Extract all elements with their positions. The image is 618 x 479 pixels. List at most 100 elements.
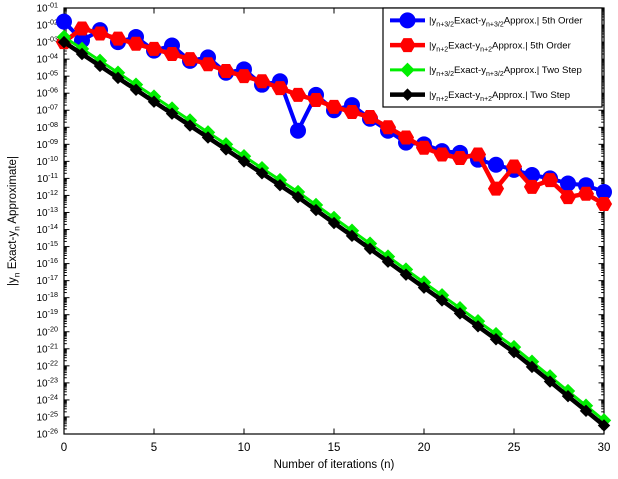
data-point-marker (381, 255, 395, 268)
x-tick-labels: 0 5 10 15 20 25 30 (61, 442, 611, 454)
data-point-marker (73, 21, 91, 36)
y-tick-label: 10-23 (36, 375, 58, 389)
data-point-marker (289, 87, 307, 102)
data-point-marker (435, 294, 449, 307)
data-point-marker (183, 119, 197, 132)
data-point-marker (597, 419, 611, 432)
y-tick-label: 10-25 (36, 409, 58, 423)
data-point-marker (237, 155, 251, 168)
data-point-marker (201, 131, 215, 144)
data-point-marker (561, 389, 575, 403)
data-point-marker (109, 31, 127, 46)
y-tick-label: 10-05 (36, 69, 58, 83)
data-point-marker (379, 120, 397, 135)
data-point-marker (361, 110, 379, 125)
y-tick-label: 10-08 (36, 120, 58, 134)
data-point-marker (505, 159, 523, 174)
data-point-marker (219, 143, 233, 156)
data-point-marker (399, 268, 413, 281)
x-tick-label: 25 (508, 442, 521, 454)
y-tick-label: 10-18 (36, 290, 58, 304)
legend-item-1: |yn+2Exact-yn+2Approx.| 5th Order (390, 38, 572, 53)
x-tick-label: 0 (61, 442, 67, 454)
data-point-marker (147, 95, 161, 108)
data-point-marker (487, 181, 505, 196)
legend-label: |yn+3/2Exact-yn+3/2Approx.| 5th Order (429, 16, 583, 29)
data-point-marker (415, 140, 433, 155)
data-point-marker (489, 333, 503, 346)
legend: |yn+3/2Exact-yn+3/2Approx.| 5th Order |yn… (382, 7, 603, 108)
x-tick-label: 30 (598, 442, 611, 454)
data-point-marker (291, 190, 305, 204)
data-point-marker (541, 173, 559, 188)
y-tick-label: 10-24 (36, 392, 58, 406)
data-point-marker (75, 47, 89, 61)
y-tick-label: 10-17 (36, 273, 58, 287)
y-tick-label: 10-02 (36, 18, 58, 32)
y-tick-labels: 10-01 10-02 10-03 10-04 10-05 10-06 10-07 10-08… (36, 1, 58, 441)
y-tick-label: 10-06 (36, 86, 58, 100)
data-point-marker (345, 229, 359, 243)
y-tick-label: 10-15 (36, 239, 58, 253)
y-tick-label: 10-03 (36, 35, 58, 49)
data-point-marker (290, 122, 306, 139)
y-tick-label: 10-20 (36, 324, 58, 338)
x-tick-label: 5 (151, 442, 157, 454)
y-tick-label: 10-22 (36, 358, 58, 372)
data-point-marker (417, 281, 431, 294)
data-point-marker (111, 71, 125, 85)
data-point-marker (595, 196, 613, 211)
x-tick-label: 15 (328, 442, 341, 454)
data-point-marker (433, 147, 451, 162)
legend-marker-sample (400, 62, 415, 78)
legend-label: |yn+2Exact-yn+2Approx.| 5th Order (429, 40, 572, 53)
data-point-marker (488, 156, 504, 173)
x-axis-label: Number of iterations (n) (274, 459, 395, 471)
series-1 (55, 21, 613, 211)
y-tick-label: 10-14 (36, 222, 58, 236)
data-point-marker (343, 104, 361, 119)
data-point-marker (523, 179, 541, 194)
data-point-marker (507, 346, 521, 359)
data-point-marker (525, 360, 539, 374)
data-point-marker (469, 147, 487, 162)
data-point-marker (453, 307, 467, 320)
data-point-marker (253, 74, 271, 89)
y-tick-label: 10-07 (36, 103, 58, 117)
y-axis-label: |yn Exact-yn Approximate| (7, 156, 22, 286)
x-tick-label: 10 (238, 442, 251, 454)
y-tick-label: 10-01 (36, 1, 58, 15)
legend-item-3: |yn+2Exact-yn+2Approx.| Two Step (390, 88, 570, 103)
legend-marker-sample (399, 38, 416, 53)
legend-label: |yn+3/2Exact-yn+3/2Approx.| Two Step (429, 65, 582, 78)
data-point-marker (217, 64, 235, 79)
data-point-marker (56, 13, 72, 30)
data-point-marker (559, 190, 577, 205)
data-point-marker (471, 320, 485, 333)
data-point-marker (579, 404, 593, 418)
y-tick-label: 10-04 (36, 52, 58, 66)
legend-marker-sample (401, 88, 414, 101)
data-point-marker (307, 93, 325, 108)
y-tick-label: 10-26 (36, 427, 58, 441)
data-point-marker (325, 99, 343, 114)
y-tick-label: 10-11 (37, 171, 58, 185)
data-point-marker (327, 216, 341, 230)
data-point-marker (165, 107, 179, 120)
series-3 (57, 35, 611, 432)
data-point-marker (127, 36, 145, 51)
y-tick-label: 10-21 (36, 341, 58, 355)
y-tick-label: 10-12 (36, 188, 58, 202)
data-point-marker (363, 242, 377, 255)
y-tick-label: 10-13 (36, 205, 58, 219)
data-point-marker (560, 175, 576, 192)
data-point-marker (273, 179, 287, 192)
data-point-marker (543, 375, 557, 388)
data-point-marker (129, 83, 143, 96)
data-point-marker (145, 41, 163, 56)
data-point-marker (199, 57, 217, 72)
y-tick-label: 10-19 (36, 307, 58, 321)
data-point-marker (255, 167, 269, 180)
data-point-marker (181, 52, 199, 67)
